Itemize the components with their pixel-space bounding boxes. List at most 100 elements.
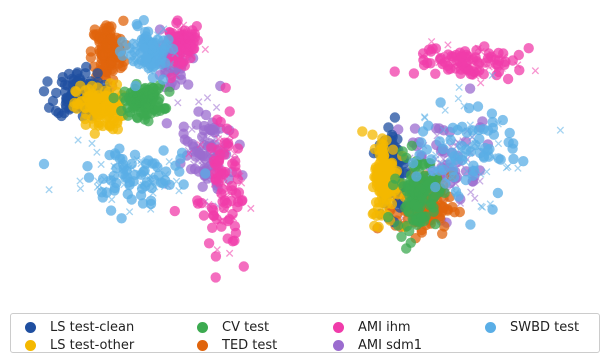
scatter-point (210, 272, 221, 283)
legend-item: AMI sdm1 (333, 336, 422, 354)
legend-marker (25, 339, 36, 351)
scatter-point (153, 170, 164, 181)
scatter-point (412, 201, 423, 213)
scatter-point (118, 15, 129, 26)
scatter-point (183, 79, 194, 90)
scatter-point (159, 103, 170, 115)
scatter-point (136, 169, 147, 180)
scatter-point (200, 168, 211, 179)
scatter-point (206, 142, 217, 153)
cross-point (76, 184, 85, 193)
scatter-point (139, 114, 150, 125)
scatter-point (467, 170, 478, 181)
scatter-point (438, 164, 449, 175)
cross-point (467, 188, 475, 196)
cross-point (476, 177, 484, 185)
scatter-point (216, 221, 227, 232)
scatter-point (176, 147, 188, 158)
cross-point (471, 164, 479, 172)
scatter-point (472, 101, 484, 112)
cross-point (455, 83, 463, 92)
scatter-point (231, 167, 242, 178)
scatter-point (118, 163, 129, 174)
cross-point (486, 200, 494, 208)
scatter-plot-right (357, 37, 565, 254)
scatter-point (200, 150, 211, 162)
scatter-point (389, 66, 400, 77)
cross-point (212, 103, 221, 112)
scatter-point (209, 168, 221, 179)
scatter-point (443, 49, 454, 60)
scatter-point (158, 35, 169, 46)
cross-point (125, 208, 134, 216)
scatter-point (408, 68, 420, 79)
scatter-point (434, 136, 445, 147)
cross-point (247, 204, 255, 213)
cross-point (486, 55, 495, 63)
scatter-point (406, 140, 418, 151)
scatter-point (442, 60, 453, 71)
legend-label: LS test-other (50, 337, 135, 353)
scatter-point (153, 83, 164, 94)
scatter-point (224, 106, 235, 117)
scatter-point (51, 87, 62, 99)
scatter-point (450, 186, 462, 197)
scatter-point (418, 59, 430, 71)
scatter-point (213, 175, 225, 187)
scatter-point (38, 86, 50, 97)
cross-point (463, 141, 472, 149)
scatter-point (224, 214, 235, 225)
scatter-point (196, 197, 207, 209)
scatter-point (130, 80, 141, 92)
scatter-point (145, 195, 157, 206)
scatter-point (228, 128, 239, 139)
scatter-point (493, 47, 504, 59)
scatter-point (70, 85, 81, 97)
cross-point (474, 143, 482, 151)
scatter-point (161, 118, 172, 129)
scatter-point (414, 149, 425, 160)
scatter-point (85, 52, 97, 63)
scatter-point (105, 175, 117, 186)
scatter-point (502, 73, 514, 85)
cross-point (439, 126, 448, 134)
scatter-point (383, 211, 394, 223)
scatter-point (523, 43, 534, 54)
cross-point (207, 131, 215, 139)
scatter-point (93, 90, 104, 101)
scatter-point (125, 96, 136, 107)
scatter-point (493, 153, 504, 164)
scatter-point (189, 163, 201, 175)
scatter-point (38, 158, 50, 170)
legend-marker (333, 339, 344, 351)
cross-point (139, 181, 147, 189)
scatter-point (518, 156, 529, 167)
scatter-point (137, 198, 149, 209)
scatter-point (407, 157, 419, 169)
cross-point (556, 126, 565, 134)
scatter-point (158, 145, 169, 156)
scatter-point (420, 170, 431, 181)
cross-point (201, 45, 209, 54)
scatter-point (478, 124, 489, 135)
legend: LS test-clean CV test AMI ihm SWBD test LS t… (10, 313, 600, 353)
scatter-point (474, 133, 485, 145)
scatter-point (207, 222, 218, 233)
cross-point (220, 197, 228, 205)
cross-point (455, 145, 464, 154)
scatter-point (97, 49, 109, 61)
scatter-point (392, 220, 404, 231)
cross-point (488, 153, 497, 161)
scatter-point (514, 65, 525, 76)
scatter-point (456, 50, 468, 61)
scatter-point (416, 137, 427, 148)
scatter-point (116, 213, 127, 224)
scatter-point (233, 187, 245, 198)
scatter-plot-left (38, 15, 255, 283)
cross-point (443, 177, 451, 185)
cross-point (477, 202, 485, 210)
legend-marker (333, 321, 344, 333)
cross-point (454, 94, 463, 103)
cross-point (441, 106, 449, 114)
scatter-point (430, 218, 441, 230)
